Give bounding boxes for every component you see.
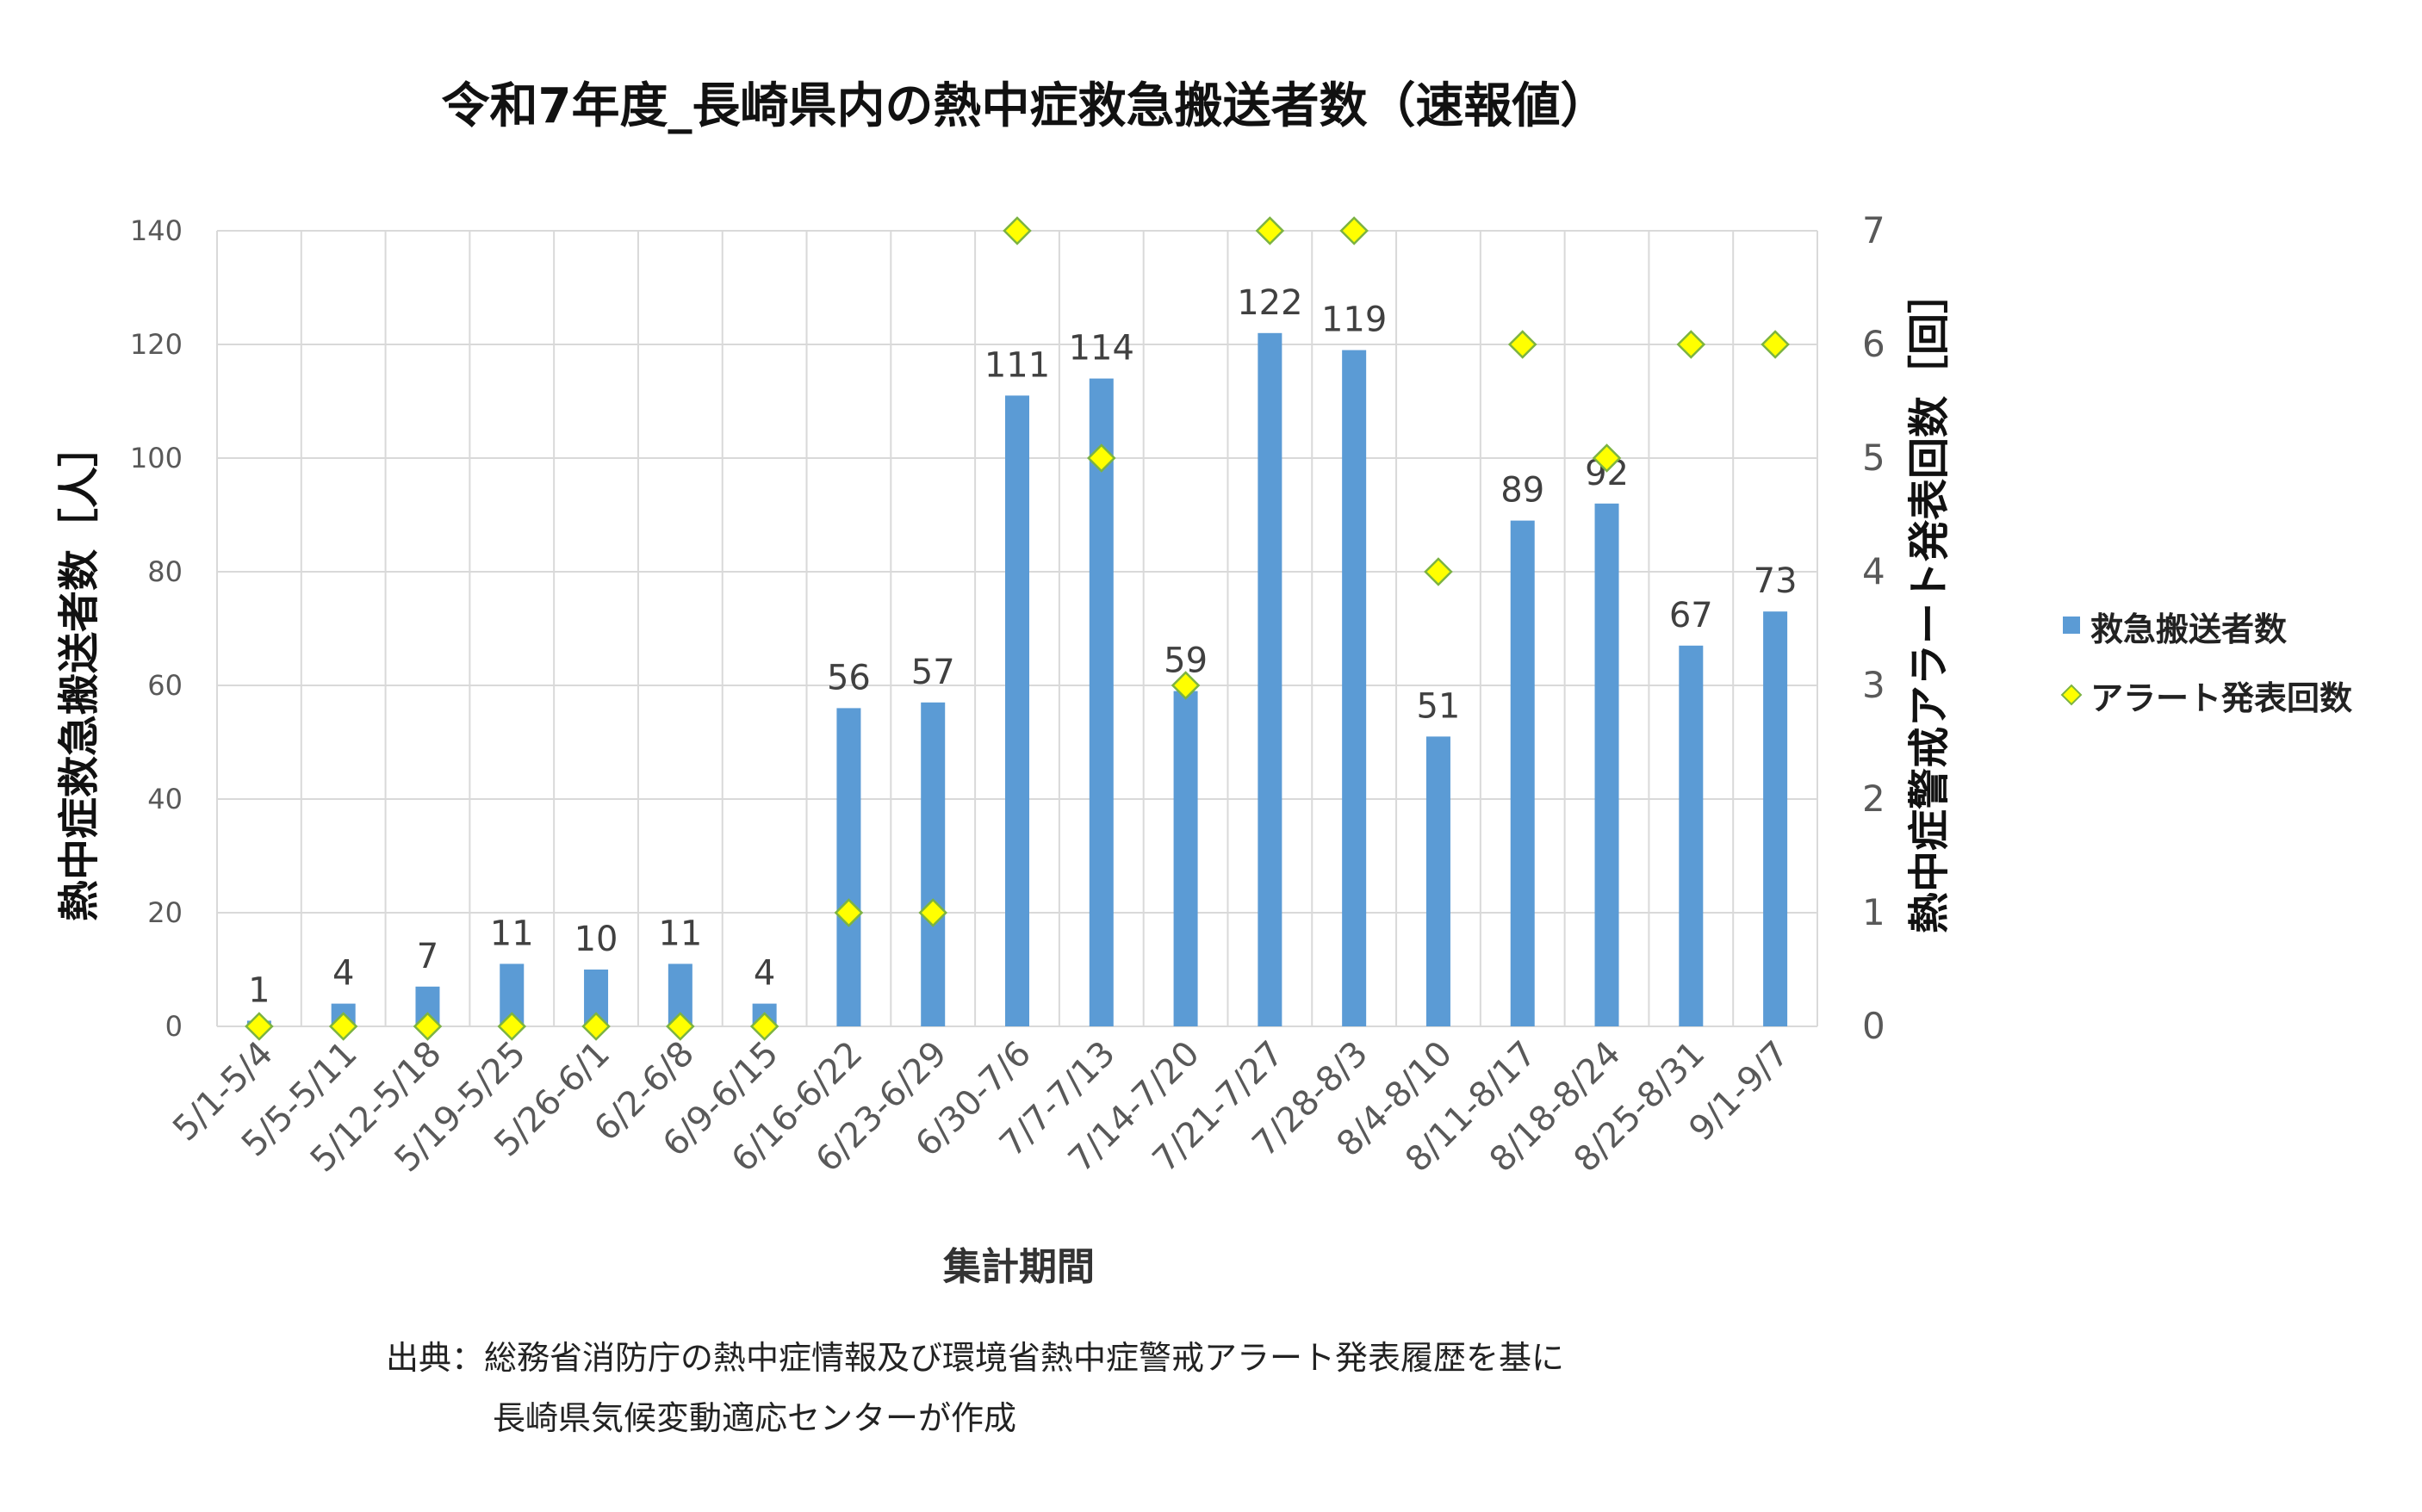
alert-marker [245, 1012, 274, 1041]
alert-marker [328, 1012, 358, 1041]
bar-data-label: 89 [1500, 471, 1544, 511]
y-tick-label: 80 [147, 555, 183, 588]
bar-series [246, 332, 1788, 1027]
grid-lines [216, 230, 1818, 1027]
y2-tick-label: 2 [1862, 778, 1885, 820]
legend-bar-label: 救急搬送者数 [2090, 610, 2288, 648]
y-tick-label: 40 [147, 783, 183, 815]
bar-data-label: 4 [332, 954, 354, 994]
bar [1258, 332, 1282, 1026]
bar-data-label: 4 [754, 954, 775, 994]
bar-data-label: 10 [574, 920, 618, 959]
bar-data-label: 56 [827, 658, 871, 697]
alert-marker [1255, 216, 1285, 245]
y-tick-label: 100 [130, 442, 183, 474]
y-tick-label: 120 [130, 328, 183, 361]
y-tick-label: 60 [147, 669, 183, 702]
bar-data-label: 111 [984, 345, 1050, 385]
bar-data-label: 7 [417, 937, 438, 976]
bar-data-label: 114 [1069, 329, 1134, 369]
y2-tick-label: 1 [1862, 891, 1885, 933]
alert-marker [1003, 216, 1032, 245]
bar-data-label: 67 [1669, 596, 1713, 635]
alert-marker [1507, 330, 1537, 359]
legend-marker-swatch [2060, 684, 2083, 706]
bar-data-label: 51 [1416, 686, 1460, 726]
bar-data-label: 11 [490, 914, 534, 953]
bar [1594, 503, 1619, 1026]
bar [1425, 736, 1450, 1026]
bar [1173, 691, 1198, 1026]
bar [1089, 378, 1114, 1027]
alert-marker [413, 1012, 443, 1041]
bar-data-label: 11 [658, 914, 702, 953]
bar-data-label: 122 [1237, 283, 1302, 323]
source-note-line-1: 出典：総務省消防庁の熱中症情報及び環境省熱中症警戒アラート発表履歴を基に [386, 1339, 1565, 1377]
alert-marker [834, 898, 864, 927]
y2-axis-label: 熱中症警戒アラート発表回数［回］ [1905, 272, 1953, 933]
bar-data-label: 73 [1754, 561, 1798, 601]
alert-marker [497, 1012, 527, 1041]
x-axis-label: 集計期間 [942, 1245, 1095, 1289]
alert-marker [1761, 330, 1790, 359]
source-note-line-2: 長崎県気候変動適応センターが作成 [493, 1399, 1017, 1437]
y-axis-label: 熱中症救急搬送者数［人］ [55, 425, 103, 921]
bar-data-label: 57 [911, 653, 955, 692]
y2-tick-label: 7 [1862, 209, 1885, 251]
bar [1679, 645, 1704, 1026]
alert-marker [1424, 557, 1453, 586]
alert-marker [749, 1012, 779, 1041]
alert-marker-series [245, 216, 1790, 1041]
alert-marker [1171, 671, 1201, 700]
y-tick-label: 0 [165, 1010, 183, 1043]
bar-data-label: 119 [1321, 301, 1387, 340]
alert-marker [1676, 330, 1706, 359]
y2-tick-label: 3 [1862, 664, 1885, 706]
alert-marker [1339, 216, 1369, 245]
bar [1763, 611, 1788, 1026]
bar [1005, 395, 1029, 1026]
y-tick-label: 20 [147, 896, 183, 929]
y2-tick-label: 0 [1862, 1005, 1885, 1047]
legend-bar-swatch [2063, 617, 2080, 634]
bar [1510, 520, 1535, 1026]
y2-tick-label: 6 [1862, 323, 1885, 365]
y2-tick-label: 4 [1862, 550, 1885, 592]
legend-marker-label: アラート発表回数 [2090, 679, 2353, 717]
bar-data-label: 1 [248, 970, 270, 1010]
left-axis-ticks: 0 20 40 60 80 100 120 140 [130, 214, 183, 1043]
alert-marker [1592, 443, 1622, 473]
bar [921, 702, 946, 1026]
chart-title: 令和7年度_長崎県内の熱中症救急搬送者数（速報値） [441, 78, 1609, 134]
y-tick-label: 140 [130, 214, 183, 247]
alert-marker [666, 1012, 695, 1041]
bar [836, 708, 861, 1026]
alert-marker [918, 898, 947, 927]
alert-marker [581, 1012, 611, 1041]
y2-tick-label: 5 [1862, 437, 1885, 479]
alert-marker [1087, 443, 1116, 473]
x-axis-ticks: 5/1-5/45/5-5/115/12-5/185/19-5/255/26-6/… [165, 1034, 1797, 1180]
bar [1342, 350, 1367, 1027]
right-axis-ticks: 0 1 2 3 4 5 6 7 [1862, 209, 1885, 1047]
